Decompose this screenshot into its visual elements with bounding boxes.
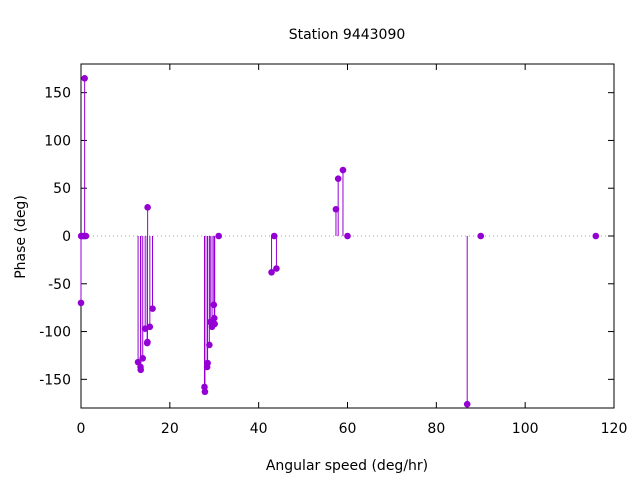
x-axis-label: Angular speed (deg/hr)	[266, 458, 428, 474]
data-point	[137, 366, 145, 374]
data-point	[210, 301, 218, 309]
x-tick-label: 20	[161, 421, 179, 437]
data-point	[146, 323, 154, 331]
data-point	[332, 205, 340, 213]
y-tick-label: -150	[39, 372, 71, 388]
data-point	[139, 355, 147, 362]
y-tick-label: 100	[44, 133, 71, 149]
y-axis-label: Phase (deg)	[13, 195, 29, 279]
data-point	[270, 232, 278, 240]
data-point	[82, 232, 90, 240]
chart-title: Station 9443090	[289, 27, 406, 43]
data-point	[201, 388, 209, 396]
y-tick-label: 150	[44, 86, 71, 102]
data-point	[477, 232, 485, 240]
x-tick-label: 40	[250, 421, 268, 437]
data-point	[215, 232, 222, 240]
data-point	[206, 341, 213, 349]
data-point	[204, 359, 211, 367]
data-point	[201, 383, 208, 391]
data-point	[339, 166, 347, 174]
data-point	[273, 265, 280, 272]
data-point	[344, 232, 351, 240]
data-point	[149, 305, 156, 312]
plot-layer: 0 20 40 60 80 100 120 -150 -100 -50 0 50 100 150	[39, 63, 628, 437]
y-tick-label: 0	[62, 229, 71, 245]
data-point	[334, 175, 342, 182]
x-tick-label: 60	[339, 421, 357, 437]
data-point	[144, 204, 151, 211]
data-point	[210, 314, 218, 322]
data-point	[268, 269, 275, 276]
data-point	[592, 232, 600, 240]
y-tick-label: -50	[48, 277, 71, 293]
data-point	[463, 400, 471, 408]
data-point	[144, 338, 151, 346]
x-tick-label: 120	[601, 421, 628, 437]
y-tick-label: -100	[39, 325, 71, 341]
y-tick-label: 50	[53, 181, 71, 197]
x-tick-label: 80	[427, 421, 445, 437]
x-tick-label: 100	[512, 421, 539, 437]
data-point	[77, 299, 85, 307]
data-point	[211, 320, 218, 328]
data-point	[81, 75, 88, 82]
x-tick-label: 0	[77, 421, 86, 437]
